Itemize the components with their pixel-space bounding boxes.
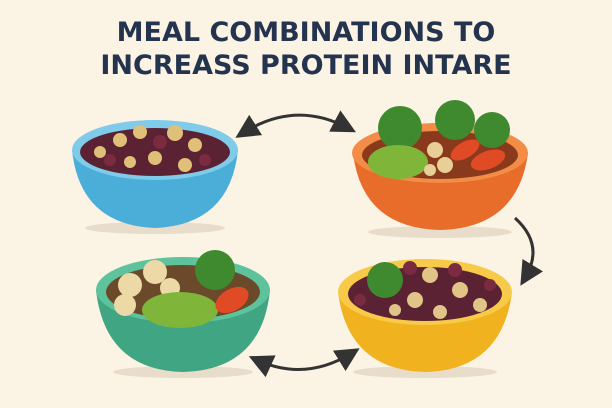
bowl-blue [72,120,238,234]
bowl-green [96,250,270,378]
title-line-2: INCREASS PROTEIN INTARE [100,50,512,81]
title-line-1: MEAL COMBINATIONS TO [116,17,496,48]
bowl-yellow [338,259,512,378]
bowl-orange [352,100,528,238]
arrow-right [513,216,544,286]
arrow-top [235,110,356,138]
arrow-bottom [248,348,360,378]
